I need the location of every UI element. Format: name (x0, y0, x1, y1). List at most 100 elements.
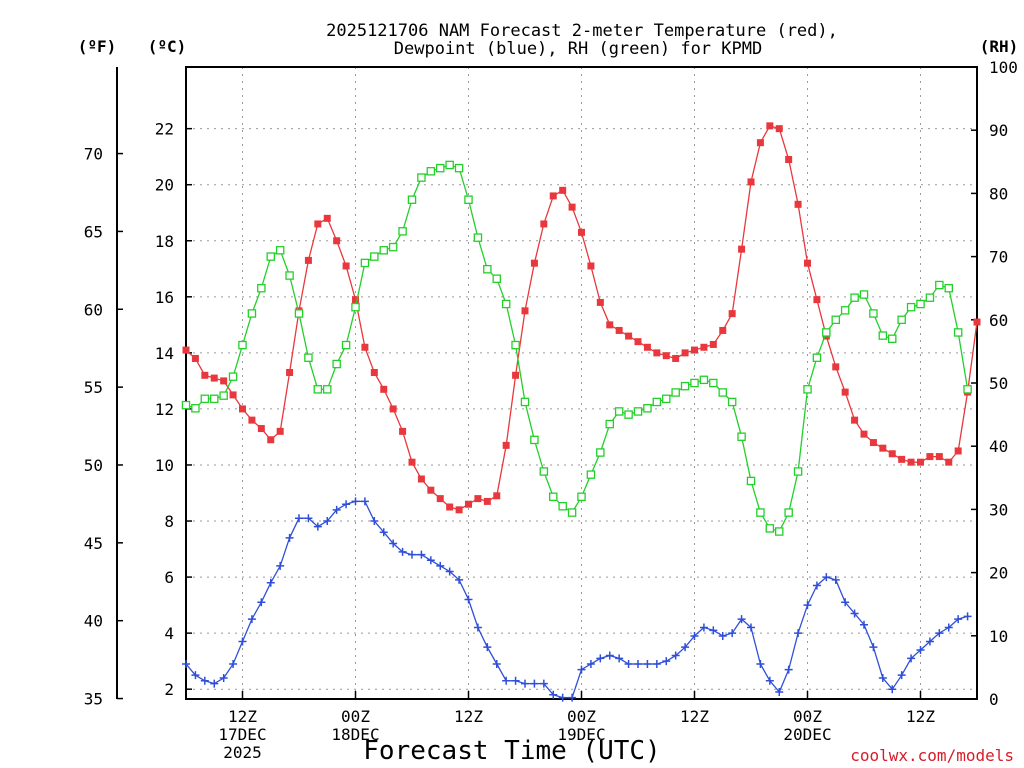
fahrenheit-tick-label: 50 (84, 456, 103, 475)
temperature-point (380, 385, 388, 393)
rh-point (727, 397, 737, 407)
rh-point (953, 328, 963, 337)
dewpoint-point (869, 643, 878, 652)
dewpoint-point (558, 693, 567, 702)
rh-point (228, 372, 238, 381)
temperature-point (615, 326, 623, 334)
rh-point (388, 242, 398, 252)
dewpoint-point (304, 514, 313, 523)
dewpoint-point (238, 637, 247, 646)
rh-point (473, 233, 483, 242)
temperature-point (625, 332, 633, 340)
rh-point (435, 163, 445, 173)
x-tick-label: 2025 (223, 743, 262, 762)
temperature-point (342, 262, 350, 270)
temperature-point (267, 436, 275, 444)
temperature-point (841, 388, 849, 396)
temperature-point (596, 298, 604, 306)
rh-point (793, 467, 803, 476)
temperature-point (323, 214, 331, 222)
temperature-point (917, 458, 924, 466)
dewpoint-point (860, 620, 868, 629)
celsius-tick-label: 10 (155, 456, 174, 475)
temperature-point (512, 371, 520, 379)
dewpoint-point (690, 631, 699, 640)
temperature-point (493, 492, 501, 500)
dewpoint-point (577, 665, 586, 674)
dewpoint-point (897, 671, 906, 680)
temperature-point (813, 296, 821, 304)
rh-point (737, 432, 746, 441)
rh-point (191, 404, 200, 413)
dewpoint-point (191, 671, 200, 680)
dewpoint-point (850, 609, 859, 618)
series-dewpoint (182, 497, 972, 702)
dewpoint-point (295, 514, 303, 523)
rh-point (445, 160, 454, 170)
fahrenheit-tick-label: 70 (84, 145, 103, 164)
rh-point (266, 252, 275, 261)
rh-point (784, 508, 793, 517)
rh-point (633, 407, 643, 416)
dewpoint-point (671, 651, 680, 660)
rh-point (257, 283, 266, 293)
temperature-point (530, 259, 538, 267)
temperature-point (700, 343, 708, 351)
temperature-point (229, 391, 237, 399)
temperature-point (728, 310, 736, 318)
x-axis-label: Forecast Time (UTC) (363, 736, 660, 766)
temperature-point (785, 155, 793, 163)
source-credit: coolwx.com/models (850, 746, 1014, 765)
chart-title-line-1: 2025121706 NAM Forecast 2-meter Temperat… (326, 21, 838, 41)
fahrenheit-tick-label: 40 (84, 612, 103, 631)
rh-point (944, 283, 954, 293)
dewpoint-point (389, 539, 398, 548)
rh-point (464, 195, 473, 204)
dewpoint-point (718, 631, 727, 640)
dewpoint-point (728, 629, 737, 638)
temperature-point (352, 296, 359, 304)
dewpoint-point (925, 637, 934, 646)
rh-point (605, 419, 615, 429)
dewpoint-point (586, 659, 595, 668)
dewpoint-point (521, 679, 529, 688)
fahrenheit-tick-label: 45 (84, 534, 103, 553)
series-line-dewpoint (185, 500, 968, 699)
celsius-unit-label: (ºC) (148, 37, 187, 56)
dewpoint-point (765, 676, 774, 685)
dewpoint-point (455, 575, 464, 584)
temperature-point (907, 458, 915, 466)
rh-point (652, 397, 662, 407)
celsius-tick-label: 4 (164, 624, 174, 643)
dewpoint-point (615, 654, 624, 663)
rh-point (539, 467, 549, 476)
rh-point (454, 163, 464, 173)
x-tick-label: 12Z (228, 707, 257, 726)
grid-lines (186, 67, 977, 699)
dewpoint-point (436, 561, 445, 570)
rh-point (219, 391, 228, 400)
dewpoint-point (351, 497, 360, 506)
temperature-point (474, 495, 482, 503)
rh-unit-label: (RH) (980, 37, 1019, 56)
fahrenheit-tick-label: 60 (84, 300, 103, 319)
temperature-point (304, 256, 312, 264)
rh-tick-label: 40 (989, 437, 1008, 456)
rh-point (313, 385, 323, 394)
temperature-point (568, 203, 576, 211)
temperature-point (794, 200, 802, 208)
rh-point (407, 195, 417, 204)
rh-point (812, 353, 822, 362)
temperature-point (860, 430, 868, 438)
rh-point (370, 252, 379, 261)
temperature-point (832, 363, 840, 371)
temperature-point (709, 340, 717, 348)
dewpoint-point (210, 679, 219, 688)
rh-point (859, 290, 869, 299)
dewpoint-point (549, 690, 558, 699)
temperature-point (257, 425, 265, 433)
temperature-point (399, 427, 407, 435)
rh-point (341, 340, 351, 350)
tick-labels: 2 4 6 8 10 12 14 16 18 20 22 35 40 45 50 55 60 65 70 0 10 20 3… (84, 58, 1018, 762)
